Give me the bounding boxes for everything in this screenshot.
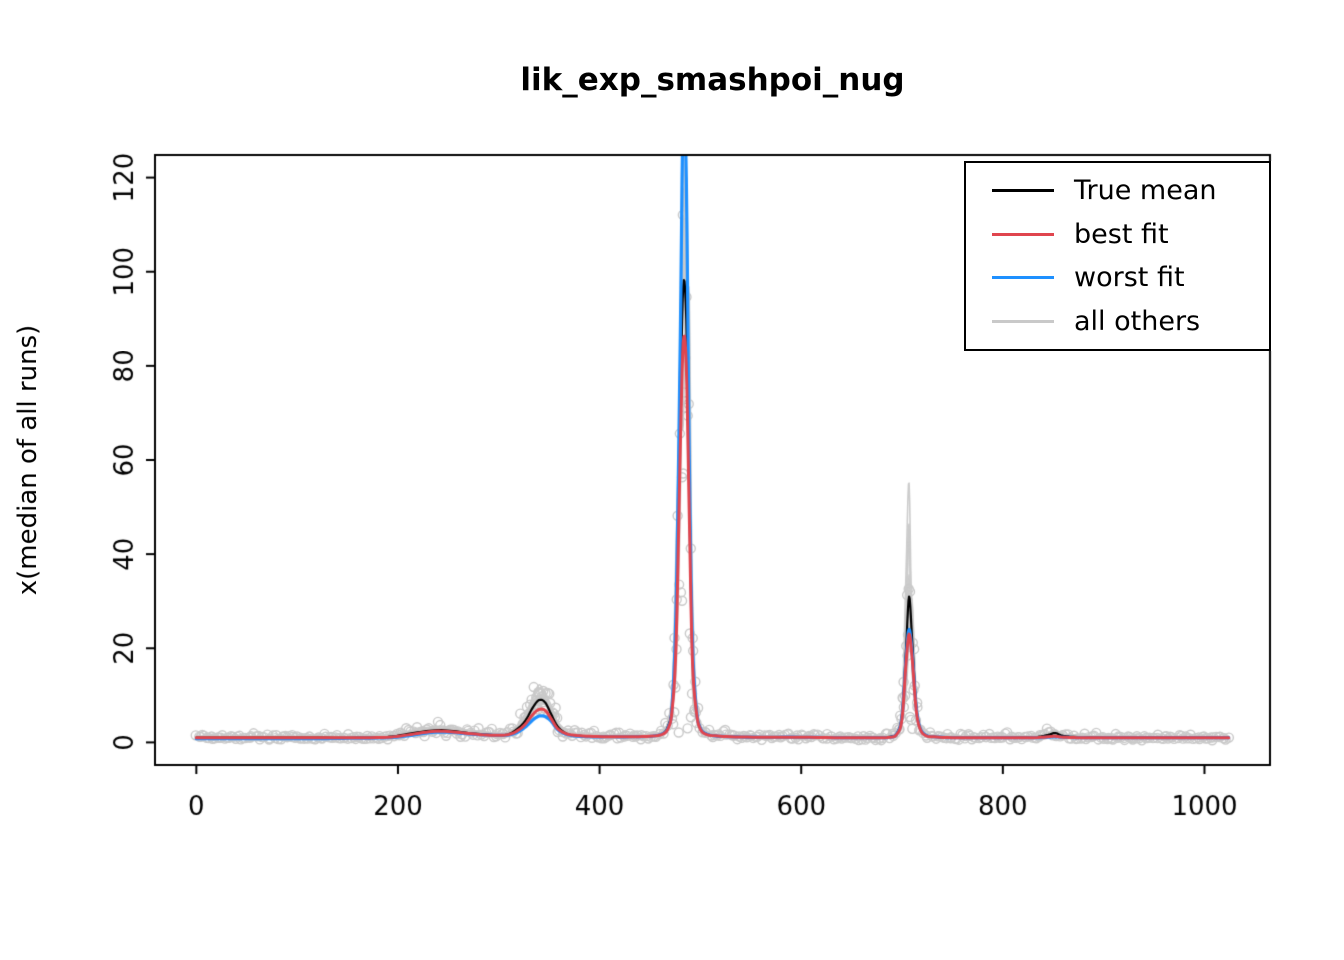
legend-item-all-others: all others [966, 306, 1269, 337]
legend-item-true-mean: True mean [966, 175, 1269, 206]
chart-title: lik_exp_smashpoi_nug [520, 62, 905, 98]
legend-label: best fit [1074, 218, 1169, 250]
legend-line-swatch [992, 319, 1054, 323]
y-axis-label: x(median of all runs) [13, 324, 43, 596]
legend-label: worst fit [1074, 262, 1185, 294]
legend-item-worst-fit: worst fit [966, 262, 1269, 293]
legend-line-swatch [992, 189, 1054, 193]
legend-line-swatch [992, 232, 1054, 236]
legend-item-best-fit: best fit [966, 219, 1269, 250]
legend: True mean best fit worst fit all others [964, 161, 1271, 351]
legend-line-swatch [992, 276, 1054, 280]
legend-label: True mean [1074, 175, 1217, 207]
legend-label: all others [1074, 305, 1201, 337]
